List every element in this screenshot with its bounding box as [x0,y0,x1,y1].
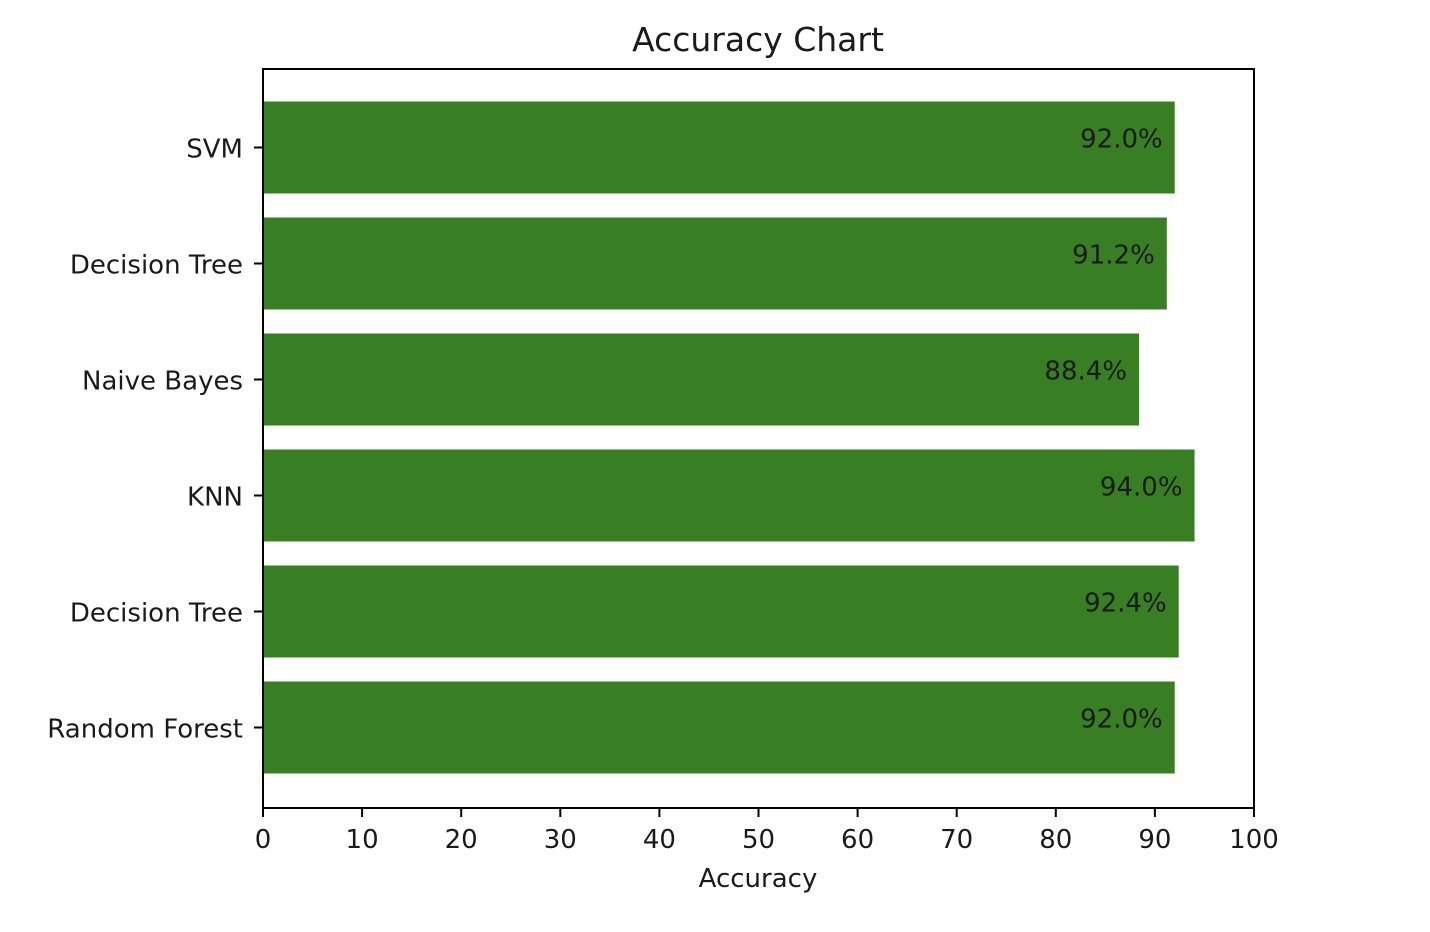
bar-value-label: 94.0% [1100,473,1183,503]
bar-value-label: 92.0% [1080,705,1163,735]
bars-group [263,101,1195,774]
bar [263,101,1175,194]
y-tick-label: Decision Tree [70,599,243,629]
x-tick-label: 30 [544,825,577,855]
x-tick-label: 100 [1229,825,1279,855]
x-tick-label: 50 [742,825,775,855]
x-tick-label: 80 [1039,825,1072,855]
bar-value-label: 88.4% [1044,357,1127,387]
bar [263,217,1167,310]
x-tick-label: 40 [643,825,676,855]
bar-value-label: 92.4% [1084,589,1167,619]
bar [263,565,1179,658]
x-tick-label: 70 [940,825,973,855]
x-tick-label: 10 [346,825,379,855]
bar [263,681,1175,774]
value-labels-group: 92.0% 91.2% 88.4% 94.0% 92.4% 92.0% [1044,125,1182,735]
bar-value-label: 91.2% [1072,241,1155,271]
x-tick-label: 0 [255,825,272,855]
y-tick-label: Naive Bayes [82,367,243,397]
x-axis-label: Accuracy [699,864,818,894]
x-tick-label: 60 [841,825,874,855]
y-tick-label: KNN [187,483,243,513]
y-tick-label: Random Forest [47,715,243,745]
y-tick-label: SVM [186,135,243,165]
x-tick-label: 90 [1138,825,1171,855]
x-tick-label: 20 [445,825,478,855]
bar-value-label: 92.0% [1080,125,1163,155]
y-axis: SVM Decision Tree Naive Bayes KNN Decision T… [47,135,263,745]
bar [263,449,1195,542]
x-axis: 0 10 20 30 40 50 60 70 80 90 100 [255,808,1279,855]
bar [263,333,1140,426]
y-tick-label: Decision Tree [70,251,243,281]
chart-title: Accuracy Chart [632,20,884,59]
